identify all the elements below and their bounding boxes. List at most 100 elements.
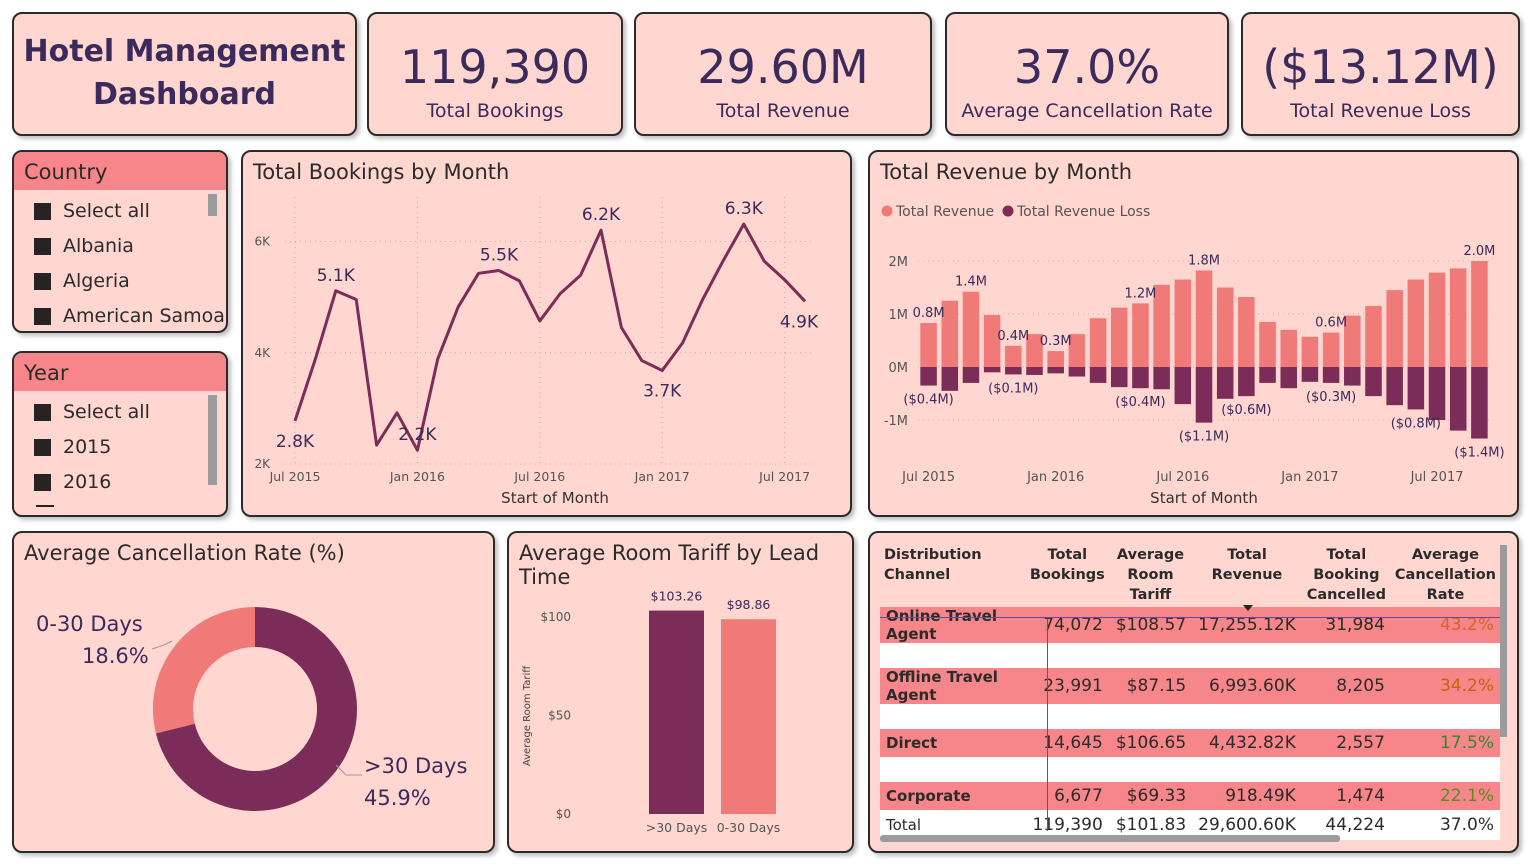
x-tick-label: Jul 2016 (1155, 470, 1209, 485)
table-cell: Total (886, 816, 922, 834)
table-row[interactable]: Direct 14,645 $106.65 4,432.82K 2,557 17.5% (880, 729, 1500, 757)
horizontal-scrollbar[interactable] (880, 835, 1340, 842)
checkbox-icon[interactable] (34, 403, 51, 421)
checkbox-icon[interactable] (34, 473, 51, 491)
slicer-option[interactable]: 2015 (34, 436, 111, 458)
spacer-cell (1026, 643, 1109, 668)
spacer-cell (1109, 704, 1192, 729)
table-cell: $101.83 (1115, 815, 1187, 835)
col-header[interactable]: Total Booking Cancelled (1306, 547, 1387, 603)
data-label: ($0.4M) (903, 393, 953, 408)
revenue-loss-bar (1047, 367, 1064, 374)
revenue-bar (1195, 270, 1213, 367)
table-row[interactable]: Offline Travel Agent 23,991 $87.15 6,993.60… (880, 668, 1500, 704)
revenue-bar (1428, 272, 1446, 367)
revenue-bar-card: Total Revenue by Month Total Revenue Tota… (868, 150, 1519, 517)
tariff-bar-chart: $0 $50 $100 Average Room Tariff $103.26 >30 D… (522, 589, 781, 835)
checkbox-icon[interactable] (34, 307, 51, 325)
revenue-bar (983, 315, 1001, 367)
dashboard-title: Hotel Management Dashboard (14, 30, 355, 116)
table-row[interactable]: Corporate 6,677 $69.33 918.49K 1,474 22.1% (880, 782, 1500, 810)
slicer-option[interactable]: Albania (34, 235, 134, 257)
slicer-option[interactable]: American Samoa (34, 305, 225, 327)
data-label: $103.26 (651, 589, 703, 604)
data-label: ($0.6M) (1221, 403, 1271, 418)
checkbox-icon[interactable] (34, 438, 51, 456)
distribution-table-card: Distribution Channel Total Bookings Aver… (868, 531, 1519, 853)
revenue-bar (1259, 321, 1276, 367)
option-label: Albania (63, 235, 134, 257)
spacer-cell (1109, 643, 1192, 668)
revenue-loss-bar (1132, 367, 1149, 389)
revenue-loss-bar (920, 367, 937, 386)
checkbox-icon[interactable] (34, 202, 51, 220)
revenue-loss-bar (1471, 367, 1488, 439)
data-label: 6.3K (725, 199, 764, 219)
spacer-cell (1026, 757, 1109, 782)
col-header-sorted[interactable]: Total Revenue (1192, 543, 1302, 611)
revenue-loss-bar (1301, 367, 1319, 382)
x-tick-label: 0-30 Days (717, 820, 781, 835)
table-cell: 119,390 (1032, 815, 1103, 835)
y-axis-label: Average Room Tariff (522, 665, 533, 766)
checkbox-icon[interactable] (34, 272, 51, 290)
checkbox-icon[interactable] (34, 237, 51, 255)
scrollbar[interactable] (208, 395, 217, 485)
scrollbar[interactable] (208, 194, 217, 216)
spacer-cell (880, 704, 1026, 729)
revenue-bar (1153, 284, 1170, 367)
country-slicer: Country Select all Albania Algeria Ameri… (12, 150, 228, 333)
revenue-bar (920, 323, 937, 367)
data-label: 0.6M (1315, 316, 1347, 331)
option-label: 2016 (63, 471, 112, 493)
y-tick-label: 2K (254, 457, 271, 471)
slicer-option[interactable]: Select all (34, 200, 150, 222)
col-header[interactable]: Average Cancellation Rate (1394, 547, 1496, 603)
x-tick-label: Jul 2017 (758, 469, 810, 484)
revenue-bar (1174, 279, 1192, 367)
vertical-scrollbar[interactable] (1500, 545, 1507, 737)
table-cell: 29,600.60K (1198, 815, 1296, 835)
table-row[interactable]: Online Travel Agent 74,072 $108.57 17,255.1… (880, 607, 1500, 643)
spacer-cell (880, 757, 1026, 782)
spacer-cell (1391, 704, 1500, 729)
spacer-cell (1302, 704, 1391, 729)
chart-title: Average Cancellation Rate (%) (24, 541, 345, 565)
leader-line (335, 764, 362, 776)
revenue-bar (1068, 334, 1086, 367)
slicer-option[interactable]: Select all (34, 401, 150, 423)
slicer-title: Year (14, 353, 226, 391)
option-label: Select all (63, 401, 150, 423)
row-spacer (880, 757, 1500, 782)
table-cell: 22.1% (1439, 786, 1494, 806)
revenue-loss-bar (1005, 367, 1022, 375)
table-cell: 2,557 (1336, 733, 1385, 753)
x-tick-label: Jan 2016 (1026, 470, 1084, 485)
slicer-option[interactable]: Algeria (34, 270, 130, 292)
revenue-bar (1322, 332, 1340, 367)
table-cell: 14,645 (1043, 733, 1103, 753)
data-label: ($1.4M) (1454, 446, 1504, 461)
data-label: ($0.4M) (1115, 395, 1165, 410)
row-divider (1047, 619, 1048, 831)
y-tick-label: $100 (540, 610, 571, 624)
revenue-bar (1005, 345, 1022, 367)
revenue-loss-bar (1259, 367, 1276, 383)
revenue-bar (1047, 351, 1064, 367)
col-header[interactable]: Distribution Channel (884, 547, 982, 583)
row-spacer (880, 704, 1500, 729)
kpi-value: 37.0% (1013, 40, 1161, 94)
revenue-loss-bar (1407, 367, 1425, 410)
col-header[interactable]: Average Room Tariff (1116, 547, 1185, 603)
kpi-cancellation-rate: 37.0% Average Cancellation Rate (945, 12, 1229, 136)
revenue-loss-bar (1153, 367, 1170, 390)
spacer-cell (1026, 704, 1109, 729)
x-tick-label: Jan 2017 (1280, 470, 1338, 485)
chart-title: Total Bookings by Month (253, 160, 510, 184)
kpi-label: Total Revenue Loss (1290, 100, 1471, 122)
table-cell: 31,984 (1325, 615, 1385, 635)
slicer-option[interactable]: 2016 (34, 471, 111, 493)
spacer-cell (1391, 643, 1500, 668)
table-cell: 6,993.60K (1208, 676, 1296, 696)
col-header[interactable]: Total Bookings (1029, 547, 1105, 583)
